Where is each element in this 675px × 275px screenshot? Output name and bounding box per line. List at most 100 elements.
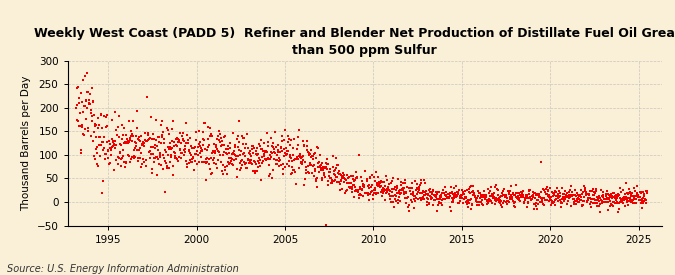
Point	[214, 129, 225, 133]
Point	[593, 194, 604, 198]
Point	[232, 167, 242, 171]
Point	[441, 196, 452, 201]
Point	[554, 189, 564, 193]
Point	[101, 152, 111, 156]
Point	[591, 201, 602, 206]
Point	[330, 156, 341, 160]
Point	[209, 151, 220, 156]
Point	[144, 136, 155, 140]
Point	[212, 158, 223, 162]
Point	[137, 143, 148, 147]
Point	[378, 188, 389, 193]
Point	[475, 191, 485, 195]
Point	[327, 179, 338, 183]
Point	[516, 193, 527, 197]
Point	[550, 197, 561, 202]
Point	[310, 178, 321, 183]
Point	[275, 158, 286, 162]
Point	[485, 189, 495, 194]
Point	[110, 139, 121, 143]
Point	[327, 179, 338, 183]
Point	[614, 193, 625, 197]
Point	[256, 137, 267, 142]
Point	[111, 128, 122, 132]
Point	[418, 197, 429, 201]
Point	[146, 145, 157, 149]
Point	[468, 188, 479, 193]
Point	[80, 117, 91, 121]
Point	[556, 186, 567, 191]
Point	[142, 95, 153, 99]
Point	[551, 190, 562, 194]
Point	[96, 191, 107, 196]
Point	[202, 145, 213, 149]
Point	[117, 154, 128, 158]
Point	[173, 139, 184, 144]
Point	[594, 199, 605, 203]
Point	[604, 196, 615, 200]
Point	[626, 191, 637, 196]
Point	[400, 178, 411, 183]
Point	[609, 195, 620, 199]
Point	[300, 160, 310, 164]
Point	[602, 196, 613, 200]
Point	[489, 198, 500, 202]
Point	[369, 186, 380, 191]
Point	[192, 149, 202, 153]
Point	[344, 185, 354, 190]
Point	[385, 194, 396, 199]
Point	[402, 194, 413, 199]
Point	[144, 149, 155, 153]
Point	[346, 189, 357, 194]
Point	[521, 195, 532, 200]
Point	[201, 177, 212, 182]
Point	[131, 144, 142, 149]
Point	[537, 199, 547, 204]
Point	[487, 196, 498, 200]
Point	[88, 99, 99, 104]
Point	[178, 131, 188, 135]
Point	[276, 144, 287, 149]
Point	[159, 136, 170, 141]
Point	[486, 201, 497, 205]
Point	[243, 157, 254, 161]
Point	[288, 153, 298, 158]
Point	[394, 192, 405, 196]
Point	[254, 144, 265, 148]
Point	[237, 163, 248, 167]
Point	[137, 140, 148, 144]
Point	[215, 140, 225, 144]
Point	[153, 148, 164, 152]
Point	[346, 186, 356, 191]
Point	[287, 164, 298, 169]
Point	[119, 165, 130, 169]
Point	[633, 198, 644, 202]
Point	[566, 184, 576, 188]
Point	[509, 192, 520, 197]
Point	[348, 177, 358, 181]
Point	[439, 197, 450, 201]
Point	[289, 158, 300, 162]
Point	[196, 146, 207, 150]
Point	[541, 192, 551, 196]
Point	[445, 191, 456, 195]
Point	[110, 145, 121, 150]
Point	[223, 160, 234, 165]
Point	[641, 190, 652, 195]
Point	[500, 192, 510, 197]
Point	[640, 198, 651, 202]
Point	[616, 200, 627, 204]
Point	[200, 160, 211, 164]
Point	[347, 187, 358, 191]
Point	[410, 179, 421, 184]
Point	[509, 200, 520, 205]
Point	[420, 190, 431, 194]
Point	[480, 197, 491, 202]
Point	[404, 208, 414, 213]
Point	[566, 193, 576, 198]
Point	[448, 186, 459, 190]
Point	[405, 198, 416, 203]
Point	[512, 191, 522, 195]
Point	[174, 148, 185, 153]
Point	[589, 193, 599, 198]
